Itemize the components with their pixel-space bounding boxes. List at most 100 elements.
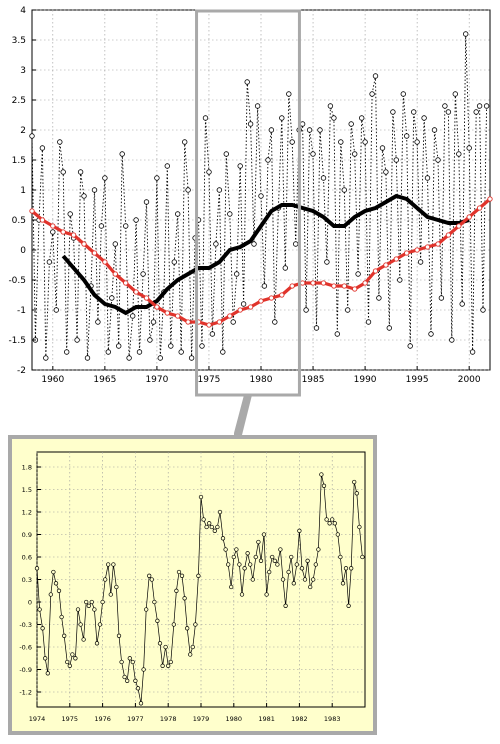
data-point <box>279 292 285 298</box>
data-point <box>293 241 299 247</box>
data-point <box>324 517 329 522</box>
data-point <box>223 151 229 157</box>
data-point <box>331 283 337 289</box>
data-point <box>135 686 141 691</box>
data-point <box>133 289 139 295</box>
data-point <box>414 139 420 145</box>
data-point <box>182 596 187 601</box>
data-point <box>466 214 472 220</box>
data-point <box>265 157 271 163</box>
data-point <box>174 588 179 593</box>
data-point <box>386 325 392 331</box>
zoom-connector <box>233 395 252 435</box>
data-point <box>466 145 472 151</box>
data-point <box>372 73 379 79</box>
data-point <box>193 622 198 627</box>
data-point <box>264 592 269 597</box>
data-point <box>215 524 220 530</box>
data-point <box>59 614 64 620</box>
data-point <box>438 295 445 301</box>
data-point <box>303 307 309 313</box>
data-point <box>175 313 181 319</box>
data-point <box>310 151 316 157</box>
data-point <box>207 521 212 526</box>
main-series <box>29 31 493 361</box>
data-point <box>445 109 452 115</box>
data-point <box>216 187 223 193</box>
data-point <box>247 121 254 127</box>
data-point <box>70 232 77 238</box>
data-point <box>320 175 327 181</box>
data-point <box>65 659 70 665</box>
data-point <box>253 554 258 560</box>
data-point <box>233 271 240 277</box>
data-point <box>332 521 337 526</box>
y-tick-label: 0 <box>20 246 26 256</box>
data-point <box>240 301 247 307</box>
data-point <box>294 562 299 567</box>
data-point <box>327 521 332 526</box>
data-point <box>289 283 295 289</box>
data-point <box>157 641 163 646</box>
data-point <box>154 304 160 310</box>
data-point <box>275 562 280 567</box>
data-point <box>483 103 490 109</box>
data-point <box>141 667 146 672</box>
data-point <box>442 103 448 109</box>
data-point <box>354 491 359 496</box>
data-point <box>92 607 97 612</box>
data-point <box>268 295 275 301</box>
data-point <box>84 599 89 605</box>
data-point <box>313 562 318 567</box>
data-point <box>372 268 379 274</box>
data-point <box>102 175 108 181</box>
data-point <box>283 603 288 608</box>
x-tick-label: 1983 <box>324 715 341 723</box>
data-point <box>39 217 46 223</box>
data-point <box>320 280 327 286</box>
data-point <box>102 259 108 265</box>
data-point <box>476 205 483 211</box>
data-point <box>311 577 316 582</box>
data-point <box>297 528 302 533</box>
y-tick-label: 1.5 <box>12 156 26 166</box>
data-point <box>60 169 66 175</box>
data-point <box>299 121 306 127</box>
main-chart: 1960 1965 1970 1975 1980 1985 1990 1995 2000 -2-… <box>8 6 493 385</box>
data-point <box>473 109 479 115</box>
data-point <box>340 581 346 586</box>
data-point <box>100 599 105 605</box>
data-point <box>357 524 362 530</box>
data-point <box>435 241 441 247</box>
data-point <box>435 157 441 163</box>
data-point <box>50 229 56 235</box>
data-point <box>237 163 243 169</box>
data-point <box>272 319 278 325</box>
y-tick-label: -0.3 <box>19 621 32 629</box>
data-point <box>157 355 163 361</box>
data-point <box>352 151 358 157</box>
data-point <box>424 175 431 181</box>
data-point <box>244 79 250 85</box>
data-point <box>227 211 233 217</box>
y-tick-label: 1.5 <box>22 486 32 494</box>
data-point <box>89 599 94 605</box>
data-point <box>237 307 243 313</box>
data-point <box>147 573 152 578</box>
y-tick-label: 0 <box>28 598 32 606</box>
y-tick-label: 3.5 <box>12 36 26 46</box>
data-point <box>109 295 115 301</box>
data-point <box>234 547 239 552</box>
inset-grid <box>36 452 365 707</box>
data-point <box>376 295 382 301</box>
data-point <box>327 103 334 109</box>
x-tick-label: 1976 <box>94 715 111 723</box>
data-point <box>95 319 101 325</box>
data-point <box>81 637 86 642</box>
data-point <box>229 584 234 590</box>
data-point <box>209 331 216 337</box>
data-point <box>144 607 149 612</box>
data-point <box>289 554 294 560</box>
data-point <box>359 115 365 121</box>
data-point <box>282 265 288 271</box>
